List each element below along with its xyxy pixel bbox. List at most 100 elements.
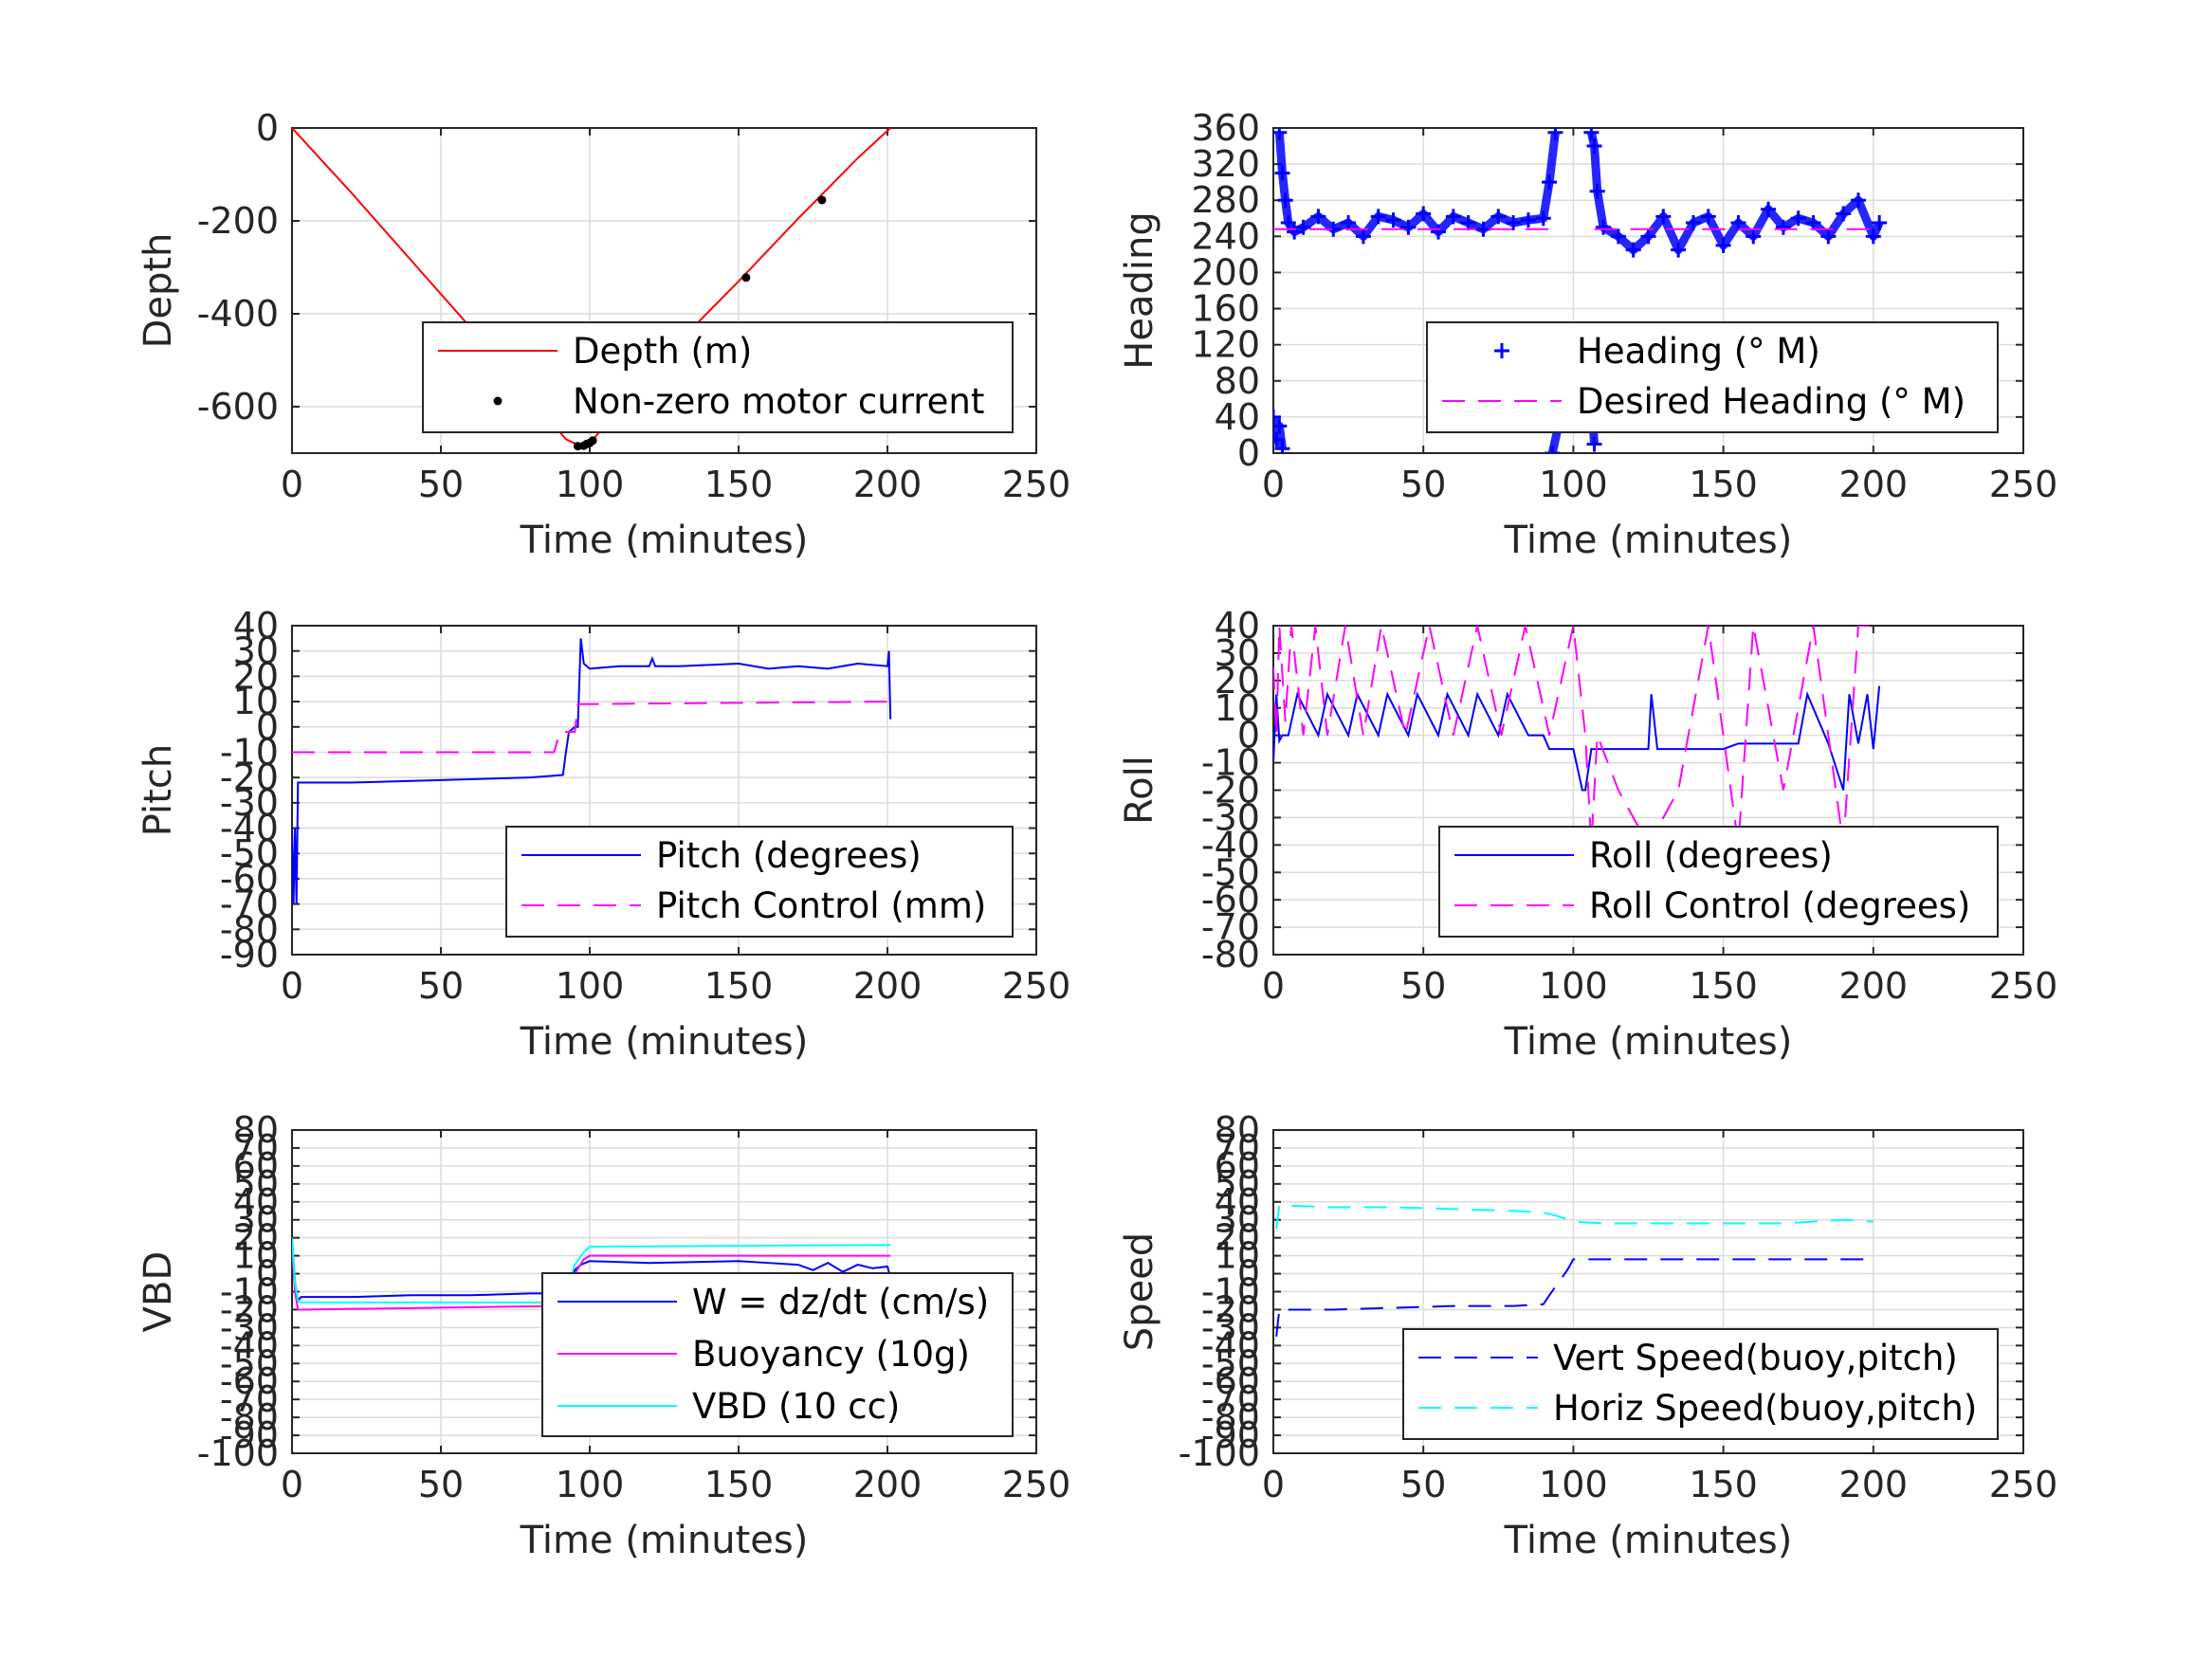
x-tick-label: 100 bbox=[556, 464, 625, 505]
x-tick-label: 0 bbox=[281, 464, 303, 505]
series-roll-degrees bbox=[1273, 685, 1881, 792]
y-tick-label: 160 bbox=[1191, 288, 1260, 330]
x-tick-label: 250 bbox=[1002, 464, 1071, 505]
series-pitch-degrees bbox=[292, 638, 892, 904]
axes-box bbox=[291, 127, 1037, 454]
y-tick-label: -10 bbox=[220, 1271, 279, 1313]
legend-label: Vert Speed(buoy,pitch) bbox=[1553, 1338, 1958, 1378]
y-tick-label: -90 bbox=[220, 934, 279, 975]
y-tick-label: -80 bbox=[1201, 934, 1260, 975]
legend-box bbox=[1426, 321, 1999, 433]
data-point bbox=[1370, 209, 1386, 225]
x-tick-label: 150 bbox=[1689, 965, 1758, 1007]
x-tick-label: 200 bbox=[1839, 965, 1909, 1007]
legend: Heading (° M) Desired Heading (° M) bbox=[1426, 321, 1999, 433]
x-axis-label: Time (minutes) bbox=[1504, 1519, 1793, 1562]
y-tick-label: -20 bbox=[1201, 1288, 1260, 1330]
y-tick-label: -100 bbox=[1179, 1432, 1260, 1474]
y-tick-label: 40 bbox=[1215, 1181, 1260, 1223]
legend-label: Pitch (degrees) bbox=[656, 835, 922, 876]
y-tick-label: -80 bbox=[220, 1396, 279, 1438]
series-horiz-speed-buoy-pitch bbox=[1275, 1204, 1874, 1230]
y-tick-label: 0 bbox=[256, 706, 279, 748]
data-point bbox=[1820, 228, 1837, 245]
data-point bbox=[1545, 446, 1561, 453]
subplot-4: 0 50 100 150 200 250-80-70-60-50-40-30-20-100… bbox=[1118, 605, 2057, 1064]
y-tick-label: 50 bbox=[233, 1163, 279, 1205]
legend: Pitch (degrees) Pitch Control (mm) bbox=[505, 826, 1014, 938]
series-roll-control-degrees bbox=[1273, 626, 1880, 848]
legend-label: VBD (10 cc) bbox=[692, 1386, 900, 1427]
data-point bbox=[1715, 237, 1731, 253]
y-axis-label: Roll bbox=[1118, 756, 1161, 825]
data-point bbox=[1586, 436, 1602, 452]
x-tick-label: 50 bbox=[418, 965, 464, 1007]
legend-label: Depth (m) bbox=[573, 331, 752, 372]
data-point bbox=[1655, 209, 1672, 225]
legend-label: Heading (° M) bbox=[1577, 331, 1820, 372]
data-point bbox=[1520, 212, 1536, 228]
y-tick-label: -40 bbox=[220, 808, 279, 849]
legend: Depth (m) Non-zero motor current bbox=[422, 321, 1014, 433]
data-point bbox=[1761, 201, 1777, 217]
legend: Roll (degrees) Roll Control (degrees) bbox=[1438, 826, 1999, 938]
x-tick-label: 50 bbox=[1400, 464, 1446, 505]
legend-marker bbox=[1494, 343, 1509, 358]
y-tick-label: -60 bbox=[1201, 879, 1260, 921]
y-tick-label: 0 bbox=[256, 107, 279, 149]
x-tick-label: 0 bbox=[1262, 965, 1285, 1007]
data-point bbox=[1730, 215, 1746, 231]
data-point bbox=[1836, 206, 1852, 222]
data-point bbox=[588, 436, 597, 446]
data-point bbox=[1586, 138, 1602, 155]
data-point bbox=[1865, 228, 1881, 245]
subplot-5: 0 50 100 150 200 250-100-90-80-70-60-50-40-30… bbox=[137, 1109, 1070, 1562]
y-tick-label: -30 bbox=[1201, 796, 1260, 838]
x-axis-label: Time (minutes) bbox=[520, 1020, 809, 1064]
data-point bbox=[1805, 215, 1821, 231]
y-tick-label: -50 bbox=[1201, 851, 1260, 893]
y-tick-label: 0 bbox=[1237, 1253, 1260, 1295]
data-point bbox=[1640, 228, 1656, 245]
data-point bbox=[1287, 224, 1303, 240]
data-point bbox=[1610, 228, 1626, 245]
legend-label: Roll Control (degrees) bbox=[1589, 885, 1970, 926]
y-tick-label: 30 bbox=[233, 630, 279, 672]
y-tick-label: -40 bbox=[220, 1324, 279, 1366]
y-tick-label: 20 bbox=[233, 655, 279, 697]
y-tick-label: -70 bbox=[220, 1378, 279, 1420]
y-tick-label: 20 bbox=[1215, 660, 1260, 702]
x-tick-label: 250 bbox=[1989, 1464, 2058, 1505]
y-tick-label: 60 bbox=[233, 1145, 279, 1187]
legend-label: Buoyancy (10g) bbox=[692, 1334, 970, 1375]
x-tick-label: 200 bbox=[853, 965, 923, 1007]
y-tick-label: -90 bbox=[1201, 1414, 1260, 1456]
x-tick-label: 0 bbox=[1262, 1464, 1285, 1505]
y-tick-label: 10 bbox=[233, 681, 279, 722]
x-tick-label: 0 bbox=[281, 965, 303, 1007]
y-tick-label: 60 bbox=[1215, 1145, 1260, 1187]
y-tick-label: 0 bbox=[256, 1253, 279, 1295]
y-tick-label: -50 bbox=[1201, 1342, 1260, 1384]
y-tick-label: 20 bbox=[233, 1217, 279, 1259]
data-point bbox=[1490, 209, 1507, 225]
x-tick-label: 0 bbox=[1262, 464, 1285, 505]
x-tick-label: 50 bbox=[418, 464, 464, 505]
y-tick-label: 360 bbox=[1191, 107, 1260, 149]
y-axis-label: Speed bbox=[1118, 1232, 1161, 1351]
y-tick-label: -600 bbox=[197, 386, 279, 428]
data-point bbox=[1589, 183, 1605, 199]
data-point bbox=[1277, 192, 1293, 209]
data-point bbox=[1583, 128, 1600, 140]
y-tick-label: 320 bbox=[1191, 143, 1260, 185]
data-point bbox=[1295, 219, 1311, 235]
data-point bbox=[1273, 128, 1288, 140]
y-tick-label: -20 bbox=[220, 757, 279, 798]
data-point bbox=[1746, 228, 1762, 245]
y-tick-label: -70 bbox=[1201, 1378, 1260, 1420]
y-tick-label: 80 bbox=[1215, 1109, 1260, 1151]
legend-box bbox=[1402, 1328, 1999, 1440]
legend-box bbox=[505, 826, 1014, 938]
x-tick-label: 100 bbox=[1539, 965, 1608, 1007]
plot-area bbox=[292, 638, 892, 904]
